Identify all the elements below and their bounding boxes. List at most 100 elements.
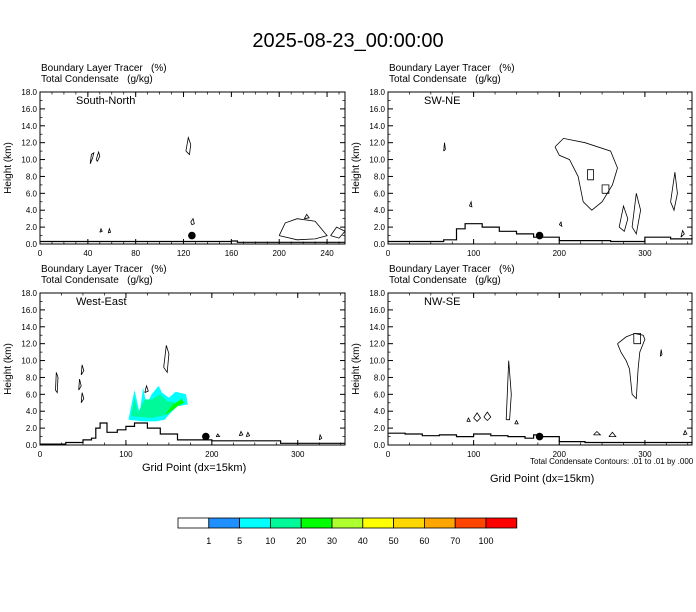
y-tick-label: 12.0 [21,139,37,148]
panel-label: SW-NE [424,95,460,107]
x-tick-label: 0 [38,249,43,258]
y-tick-label: 18.0 [369,289,385,298]
condensate-contour [215,433,221,438]
condensate-contour [278,218,328,241]
condensate-contour [190,217,195,226]
y-tick-label: 4.0 [374,206,386,215]
condensate-contour [95,150,101,162]
colorbar-swatch [300,517,333,529]
location-marker [188,231,196,240]
plot-frame [387,91,693,245]
figure-title: 2025-08-23_00:00:00 [252,30,444,52]
condensate-contour [473,412,482,422]
panel-sw-ne: 0 100 200 300 0.0 2.0 4.0 6.0 8.0 10.0 12.0 14.0 16.… [351,88,693,258]
condensate-contour [670,172,678,212]
condensate-contour [163,345,170,374]
y-tick-label: 4.0 [374,407,386,416]
condensate-contour [89,151,95,164]
plot-frame [39,91,346,245]
panel-title-line1: Boundary Layer Tracer (%) [41,264,167,275]
x-tick-label: 100 [467,249,481,258]
location-marker [202,432,210,441]
panel-nw-se: 0 100 200 300 0.0 2.0 4.0 6.0 8.0 10.0 12.0 14.0 16.… [351,289,693,459]
y-tick-label: 16.0 [369,306,385,315]
condensate-contour [443,142,446,152]
terrain-line [40,422,345,445]
x-tick-label: 120 [177,249,191,258]
panel-label: West-East [76,296,127,308]
x-tick-label: 100 [467,450,481,459]
colorbar-swatch [331,517,364,529]
y-tick-label: 2.0 [26,424,38,433]
condensate-contour [144,384,149,393]
y-tick-label: 10.0 [21,357,37,366]
colorbar-swatch [393,517,425,529]
contour-note: Total Condensate Contours: .01 to .01 by… [530,457,694,466]
y-axis-title: Height (km) [3,343,14,395]
condensate-contour [633,333,641,345]
x-tick-label: 100 [119,450,133,459]
y-tick-label: 14.0 [369,122,385,131]
y-tick-label: 14.0 [21,323,37,332]
y-tick-label: 6.0 [374,189,386,198]
y-tick-label: 6.0 [26,390,38,399]
y-tick-label: 6.0 [374,390,386,399]
condensate-contour [587,169,594,181]
y-tick-label: 16.0 [21,105,37,114]
y-tick-label: 0.0 [26,240,38,249]
colorbar-label: 1 [206,536,211,546]
condensate-contour [245,431,251,437]
y-tick-label: 14.0 [21,122,37,131]
condensate-contour [469,200,473,208]
condensate-contour [505,360,512,421]
condensate-contour [466,417,471,422]
panel-title-south-north: Boundary Layer Tracer (%) Total Condensat… [41,63,167,85]
panel-title-line1: Boundary Layer Tracer (%) [41,63,167,74]
tracer-band-10 [131,394,183,418]
x-tick-label: 160 [225,249,239,258]
condensate-contour [78,379,82,391]
panels: 0 40 80 120 160 200 240 0.0 2.0 4.0 6.0 8.0 10.0 12.0… [3,88,693,459]
colorbar-label: 100 [478,536,493,546]
y-tick-label: 8.0 [374,373,386,382]
y-tick-label: 0.0 [26,441,38,450]
panel-west-east: 0 100 200 300 0.0 2.0 4.0 6.0 8.0 10.0 12.0 14.0 16.… [3,289,346,459]
condensate-contour [99,227,103,233]
colorbar-swatch [239,517,271,529]
y-tick-label: 8.0 [26,172,38,181]
y-tick-label: 18.0 [369,88,385,97]
x-tick-label: 200 [273,249,287,258]
y-tick-label: 12.0 [369,340,385,349]
x-axis-title-nw-se: Grid Point (dx=15km) [490,473,595,485]
condensate-contour [330,226,346,239]
y-tick-label: 12.0 [369,139,385,148]
y-tick-label: 2.0 [26,223,38,232]
x-tick-label: 80 [131,249,140,258]
y-tick-label: 16.0 [369,105,385,114]
panel-title-line2: Total Condensate (g/kg) [389,74,501,85]
colorbar-label: 50 [389,536,399,546]
plot-frame [39,292,346,446]
condensate-contour [683,429,688,436]
panel-title-line1: Boundary Layer Tracer (%) [389,264,515,275]
y-axis-title: Height (km) [351,142,362,194]
panel-title-line2: Total Condensate (g/kg) [389,275,501,286]
condensate-contour [80,364,85,376]
y-tick-label: 4.0 [26,206,38,215]
panel-label: NW-SE [424,296,460,308]
y-tick-label: 8.0 [26,373,38,382]
colorbar: 1 5 10 20 30 40 50 60 70 100 [177,517,518,546]
x-tick-label: 0 [38,450,43,459]
y-tick-label: 10.0 [369,357,385,366]
y-tick-label: 2.0 [374,223,386,232]
location-marker [535,432,544,441]
condensate-contour [514,419,519,425]
condensate-contour [558,220,563,228]
panel-title-sw-ne: Boundary Layer Tracer (%) Total Condensat… [389,63,515,85]
y-tick-label: 0.0 [374,240,386,249]
panel-title-line2: Total Condensate (g/kg) [41,74,153,85]
colorbar-swatch [362,517,394,529]
colorbar-swatch [423,517,456,529]
condensate-contour [318,433,323,441]
